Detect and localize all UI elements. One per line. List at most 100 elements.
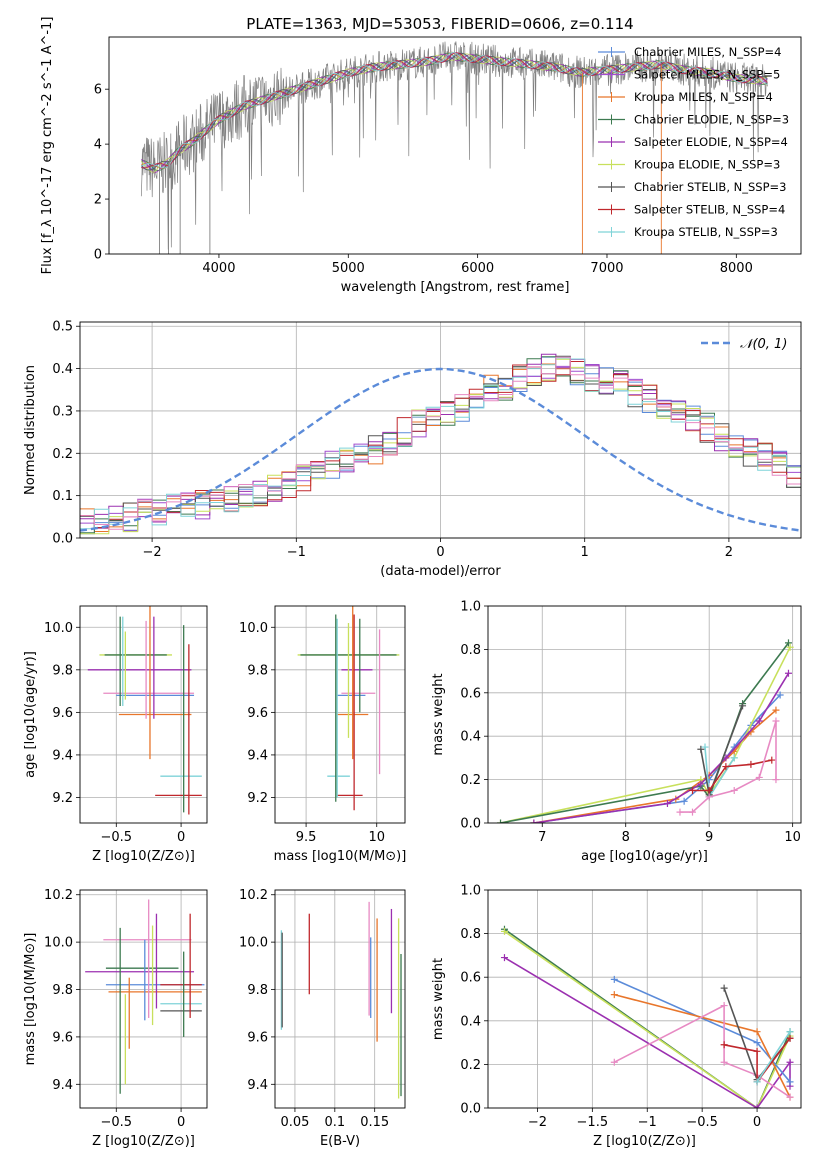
model-line: [140, 53, 768, 173]
x-tick-label: −1: [287, 545, 306, 560]
axes-weight-vs-age: 7 8 9 10 0.0 0.2 0.4 0.6 0.8 1.0 age [log10(age/yr…: [431, 600, 802, 864]
y-tick-label: 0.3: [52, 404, 73, 419]
weight-line: [504, 956, 791, 1108]
weight-marker: [730, 754, 738, 762]
weight-marker: [680, 797, 688, 805]
weight-marker: [722, 763, 730, 771]
x-tick-label: 0.15: [360, 1115, 389, 1130]
weight-marker: [530, 819, 538, 823]
weight-marker: [753, 1104, 761, 1108]
y-tick-label: 10.0: [239, 621, 268, 636]
weight-marker: [753, 1028, 761, 1036]
weight-line: [504, 930, 791, 1108]
axes-frame: [108, 36, 802, 255]
histogram-steps: [80, 358, 801, 535]
y-tick-label: 0.5: [52, 320, 73, 335]
y-tick-label: 9.2: [52, 791, 73, 806]
y-tick-label: 9.4: [52, 748, 73, 763]
weight-marker: [705, 786, 713, 794]
weight-marker: [786, 1058, 794, 1066]
weight-marker: [676, 808, 684, 816]
y-tick-label: 10.0: [239, 936, 268, 951]
x-tick-label: 7000: [590, 261, 623, 276]
y-tick-label: 6: [94, 83, 102, 98]
y-tick-label: 0.6: [460, 971, 481, 986]
weight-marker: [776, 691, 784, 699]
weight-marker: [786, 643, 794, 651]
axes-frame: [487, 605, 802, 824]
legend-label: Salpeter STELIB, N_SSP=4: [634, 203, 785, 217]
y-tick-label: 9.6: [52, 706, 73, 721]
weight-marker: [755, 773, 763, 781]
weight-marker: [739, 702, 747, 710]
y-axis-label: Normed distribution: [23, 365, 38, 495]
weight-marker: [786, 1093, 794, 1101]
y-tick-label: 9.4: [247, 748, 268, 763]
x-tick-label: 10: [368, 830, 385, 845]
legend-label: Chabrier STELIB, N_SSP=3: [634, 180, 786, 194]
x-tick-label: −2: [528, 1115, 547, 1130]
weight-marker: [753, 1039, 761, 1047]
model-line: [141, 51, 768, 169]
axes-age-vs-Z: −0.5 0 9.2 9.4 9.6 9.8 10.0 Z [log10(Z/Z⊙)] age …: [23, 605, 208, 864]
y-tick-label: 9.8: [52, 663, 73, 678]
x-tick-label: 2: [725, 545, 733, 560]
weight-marker: [755, 717, 763, 725]
y-tick-label: 1.0: [460, 884, 481, 899]
x-axis-label: mass [log10(M/M⊙)]: [274, 849, 407, 864]
y-axis-label: Flux [f_λ 10^-17 erg cm^-2 s^-1 A^-1]: [40, 17, 55, 275]
gridlines: [488, 605, 801, 824]
y-tick-label: 0.4: [52, 362, 73, 377]
weight-marker: [500, 954, 508, 962]
weight-marker: [768, 756, 776, 764]
weight-marker: [705, 793, 713, 801]
gridlines: [275, 890, 405, 1108]
legend-label: Kroupa MILES, N_SSP=4: [634, 90, 773, 104]
axes-frame: [487, 889, 802, 1109]
y-tick-label: 10.0: [44, 621, 73, 636]
x-tick-label: −0.5: [100, 1115, 132, 1130]
y-tick-label: 10.2: [239, 888, 268, 903]
x-tick-label: 0: [177, 1115, 185, 1130]
x-axis-label: Z [log10(Z/Z⊙)]: [92, 849, 195, 864]
y-tick-label: 9.8: [247, 663, 268, 678]
y-tick-label: 9.2: [247, 791, 268, 806]
y-tick-label: 0.1: [52, 489, 73, 504]
weight-marker: [720, 1041, 728, 1049]
y-tick-label: 0.2: [460, 773, 481, 788]
normal-curve: [80, 367, 801, 532]
weight-marker: [772, 717, 780, 725]
weight-marker: [610, 1058, 618, 1066]
y-tick-label: 0.8: [460, 643, 481, 658]
plot-data: [280, 901, 402, 1099]
weight-marker: [786, 1028, 794, 1036]
legend: 𝒩(0, 1): [701, 337, 787, 352]
histogram-steps: [80, 356, 801, 530]
weight-marker: [747, 760, 755, 768]
y-tick-label: 0.4: [460, 730, 481, 745]
x-tick-label: 4000: [202, 261, 235, 276]
plot-data: [85, 899, 205, 1094]
x-axis-label: (data-model)/error: [380, 564, 501, 579]
x-tick-label: 10: [784, 830, 801, 845]
y-tick-label: 2: [94, 193, 102, 208]
legend-label: Kroupa STELIB, N_SSP=3: [634, 225, 778, 239]
y-tick-label: 9.6: [247, 1030, 268, 1045]
weight-marker: [786, 1078, 794, 1086]
weight-marker: [784, 639, 792, 647]
x-tick-label: 9: [705, 830, 713, 845]
y-axis-label: mass weight: [431, 673, 446, 755]
weight-line: [533, 694, 781, 823]
x-tick-label: 5000: [332, 261, 365, 276]
x-axis-label: Z [log10(Z/Z⊙)]: [593, 1134, 696, 1149]
y-axis-label: age [log10(age/yr)]: [23, 651, 38, 778]
plot-data: [80, 353, 801, 535]
x-tick-label: −0.5: [100, 830, 132, 845]
legend-label: Kroupa ELODIE, N_SSP=3: [634, 158, 780, 172]
x-tick-label: 0.1: [324, 1115, 345, 1130]
axes-residuals: −2 −1 0 1 2 0.0 0.1 0.2 0.3 0.4 0.5 (data-model)/er…: [23, 320, 802, 579]
x-tick-label: 7: [538, 830, 546, 845]
weight-line: [723, 1037, 791, 1085]
x-tick-label: 0: [177, 830, 185, 845]
